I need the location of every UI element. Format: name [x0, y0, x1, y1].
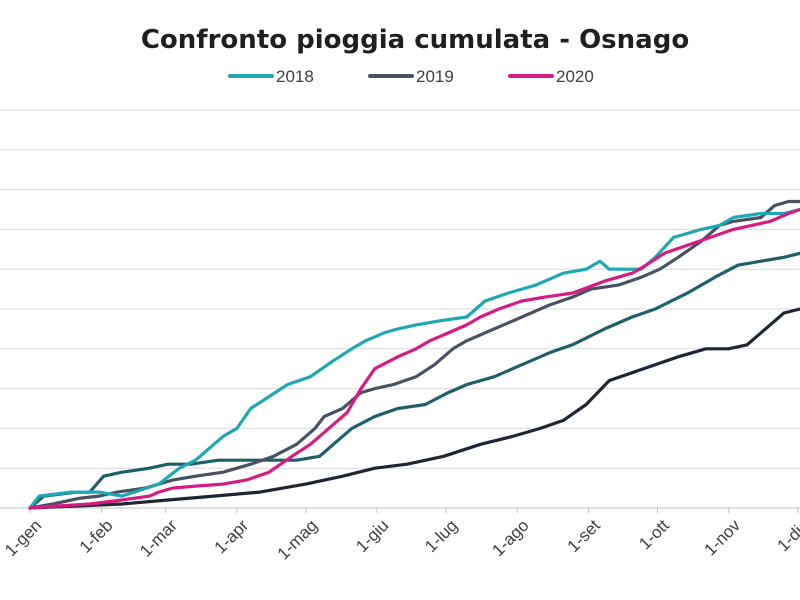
- legend-label-2019: 2019: [416, 67, 454, 86]
- series-lines: [28, 199, 800, 510]
- x-tick-label: 1-feb: [76, 516, 117, 557]
- series-line-unlabeled-4: [28, 307, 800, 510]
- x-tick-label: 1-ott: [635, 516, 673, 554]
- legend-label-2020: 2020: [556, 67, 594, 86]
- series-line-2018: [28, 207, 800, 510]
- x-tick-label: 1-mar: [136, 516, 181, 561]
- x-axis-ticks: 1-gen 1-feb 1-mar 1-apr 1-mag 1-giu 1-lug 1-ago…: [1, 508, 800, 563]
- x-tick-label: 1-ago: [488, 516, 532, 560]
- gridlines: [0, 109, 800, 509]
- x-tick-label: 1-dic: [774, 516, 800, 556]
- series-line-2020: [28, 207, 800, 510]
- x-tick-label: 1-set: [564, 516, 604, 556]
- x-tick-label: 1-nov: [701, 516, 745, 560]
- x-tick-label: 1-mag: [274, 516, 322, 564]
- legend: 2018 2019 2020: [228, 67, 594, 86]
- series-line-unlabeled-3: [28, 251, 800, 510]
- x-tick-label: 1-gen: [1, 516, 45, 560]
- x-tick-label: 1-giu: [352, 516, 392, 556]
- x-tick-label: 1-lug: [421, 516, 461, 556]
- legend-label-2018: 2018: [276, 67, 314, 86]
- series-line-2019: [28, 199, 800, 510]
- chart-title: Confronto pioggia cumulata - Osnago: [141, 25, 689, 55]
- x-tick-label: 1-apr: [211, 516, 253, 558]
